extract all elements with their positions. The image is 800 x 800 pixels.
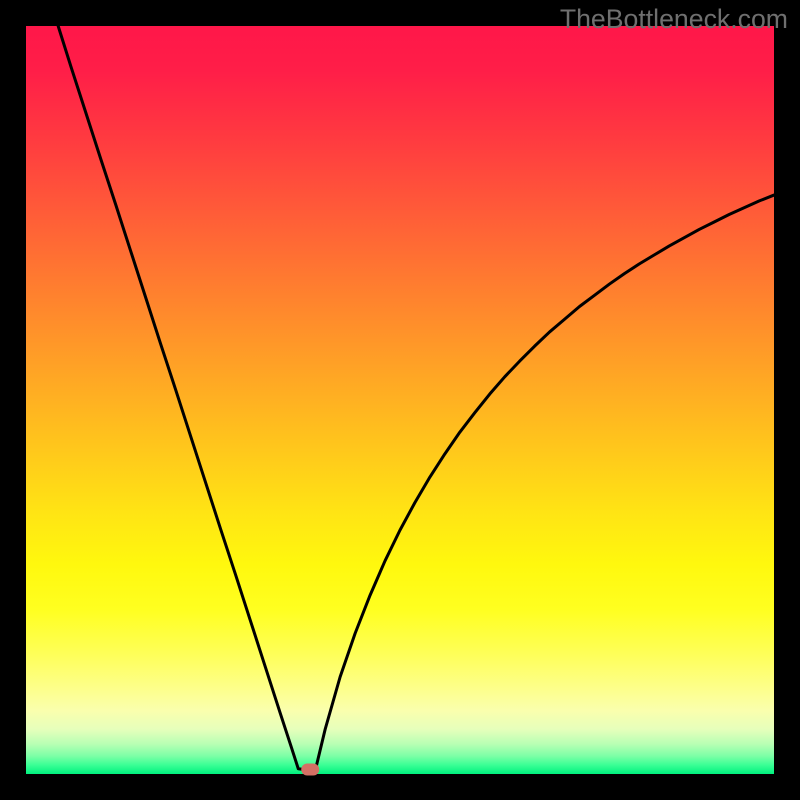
watermark-text: TheBottleneck.com [560, 4, 788, 35]
chart-frame: TheBottleneck.com [0, 0, 800, 800]
bottleneck-chart [0, 0, 800, 800]
operating-point-marker [301, 764, 319, 776]
gradient-background [26, 26, 774, 774]
